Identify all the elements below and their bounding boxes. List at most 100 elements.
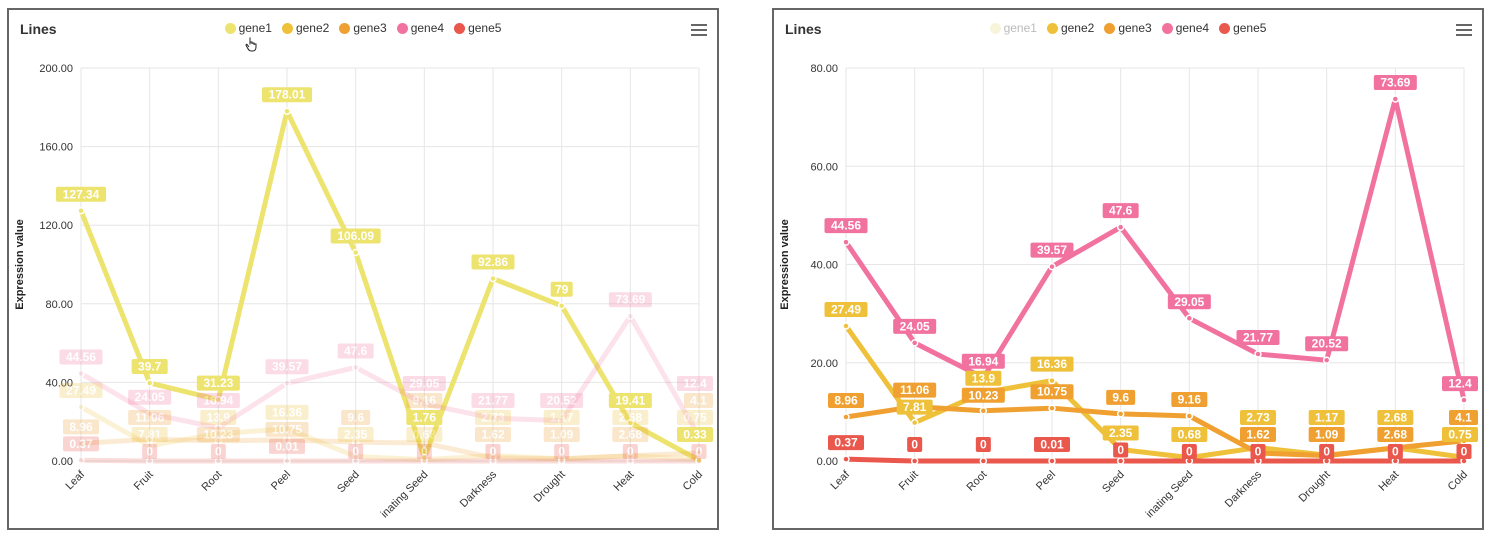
menu-icon[interactable] xyxy=(1456,24,1472,36)
data-label-bg xyxy=(210,444,226,459)
data-label-gene3: 10.75 xyxy=(1030,384,1074,400)
legend-marker-icon xyxy=(1219,22,1231,34)
data-label-bg xyxy=(1456,444,1472,459)
data-point xyxy=(626,312,635,320)
data-label: 2.73 xyxy=(1246,411,1270,425)
legend-label: gene5 xyxy=(1233,21,1267,35)
legend-label: gene2 xyxy=(1060,21,1095,35)
menu-icon[interactable] xyxy=(691,24,707,36)
data-label: 1.62 xyxy=(1246,428,1270,442)
data-point xyxy=(910,457,919,465)
data-label: 13.9 xyxy=(972,371,996,385)
data-label: 21.77 xyxy=(478,394,508,408)
data-label-bg xyxy=(471,393,515,408)
data-label-gene3: 9.16 xyxy=(1171,392,1208,408)
data-point xyxy=(626,451,635,460)
data-label-bg xyxy=(1308,410,1345,425)
data-label-gene3: 1.09 xyxy=(543,427,580,442)
data-label-gene4: 20.52 xyxy=(540,393,584,408)
data-label: 44.56 xyxy=(831,219,861,233)
data-label: 11.06 xyxy=(900,383,930,397)
series-lines xyxy=(842,95,1468,465)
data-label-bg xyxy=(612,410,649,425)
legend-item-gene5[interactable]: gene5 xyxy=(1219,21,1266,35)
legend-label: gene3 xyxy=(353,21,387,35)
data-label-gene3: 8.96 xyxy=(828,392,864,408)
data-label: 0.68 xyxy=(1178,428,1202,442)
series-line-gene5 xyxy=(845,456,1464,464)
data-point xyxy=(145,379,154,387)
data-label-bg xyxy=(265,421,309,437)
legend-label: gene4 xyxy=(410,21,445,35)
data-point xyxy=(214,457,223,465)
data-label-gene1: 39.7 xyxy=(131,358,168,374)
data-label-bg xyxy=(622,444,638,459)
data-point xyxy=(557,302,566,310)
data-point xyxy=(420,455,429,464)
data-label: 1.76 xyxy=(413,411,437,425)
legend-item-gene2[interactable]: gene2 xyxy=(1046,21,1095,35)
legend-marker-icon xyxy=(1104,22,1116,34)
data-label-gene1: 0.33 xyxy=(677,427,713,442)
data-label-bg xyxy=(59,382,103,398)
data-label-gene4: 29.05 xyxy=(1167,294,1211,310)
data-label-bg xyxy=(131,427,168,442)
data-point xyxy=(557,455,566,463)
data-label-gene1: 19.41 xyxy=(608,393,652,408)
data-point xyxy=(145,409,154,418)
legend-item-gene1[interactable]: gene1 xyxy=(224,21,272,35)
data-label: 2.68 xyxy=(1384,428,1408,442)
data-label: 39.57 xyxy=(1037,243,1067,257)
legend-item-gene5[interactable]: gene5 xyxy=(454,21,501,35)
data-label-bg xyxy=(142,444,158,459)
legend-item-gene3[interactable]: gene3 xyxy=(339,21,387,35)
data-label: 10.75 xyxy=(272,422,302,436)
data-label-gene3: 1.62 xyxy=(475,427,511,442)
data-label-gene4: 44.56 xyxy=(824,218,868,234)
data-label-bg xyxy=(337,427,374,442)
series-gene4 xyxy=(842,95,1468,404)
legend-item-gene4[interactable]: gene4 xyxy=(396,21,445,35)
data-label: 73.69 xyxy=(1380,75,1410,89)
data-point xyxy=(695,455,703,464)
data-label-gene5: 0 xyxy=(1181,444,1197,459)
data-point xyxy=(1048,457,1056,465)
x-tick-label: Heat xyxy=(1377,469,1402,494)
legend-marker-icon xyxy=(454,22,466,34)
data-label: 178.01 xyxy=(269,88,306,102)
data-label-gene4: 29.05 xyxy=(402,376,446,391)
data-point xyxy=(557,457,566,465)
data-label: 27.49 xyxy=(66,383,96,397)
legend-item-gene4[interactable]: gene4 xyxy=(1161,21,1209,35)
x-tick-label: Peel xyxy=(1034,469,1058,493)
data-label-gene2: 2.68 xyxy=(1377,410,1414,425)
data-point xyxy=(77,456,85,465)
x-tick-label: Leaf xyxy=(828,468,852,492)
legend-item-gene3[interactable]: gene3 xyxy=(1104,21,1152,35)
data-label: 0.75 xyxy=(1448,428,1472,442)
data-point xyxy=(695,456,703,465)
data-label-bg xyxy=(684,393,713,408)
data-label-bg xyxy=(893,318,937,334)
data-label-gene3: 11.06 xyxy=(128,410,172,425)
data-label-bg xyxy=(896,399,933,415)
data-point xyxy=(489,274,497,283)
y-axis-label: Expression value xyxy=(779,219,791,310)
legend-item-gene2[interactable]: gene2 xyxy=(281,21,329,35)
x-tick-label: inating Seed xyxy=(1144,469,1196,521)
data-label-bg xyxy=(265,359,309,375)
data-point xyxy=(489,451,497,460)
data-label-gene1: 31.23 xyxy=(196,375,240,391)
data-point xyxy=(214,429,223,438)
data-label-gene2: 2.35 xyxy=(337,427,374,442)
data-label: 12.4 xyxy=(1448,377,1472,391)
legend-item-gene1[interactable]: gene1 xyxy=(989,21,1037,35)
data-label-bg xyxy=(677,410,713,425)
data-label-gene1: 92.86 xyxy=(471,254,515,270)
y-tick-label: 20.00 xyxy=(810,358,838,370)
series-line-gene3 xyxy=(80,436,700,462)
data-label-gene5: 0.01 xyxy=(269,438,305,454)
data-label-gene5: 0 xyxy=(907,437,923,452)
x-tick-label: Cold xyxy=(681,469,705,493)
data-label: 0 xyxy=(421,445,428,459)
